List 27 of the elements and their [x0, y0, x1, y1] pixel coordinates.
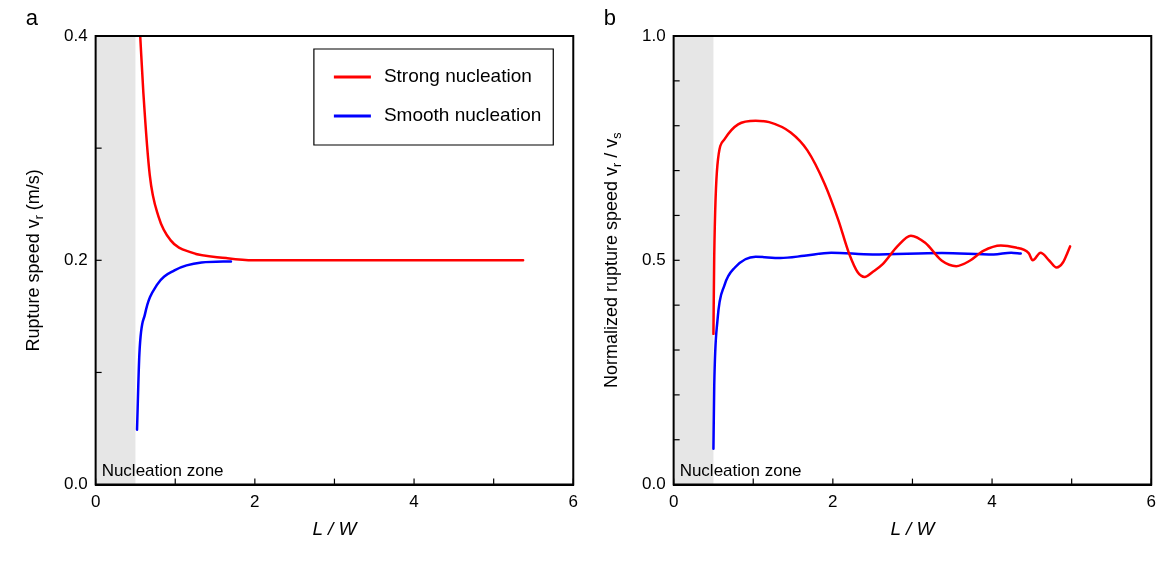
x-axis-title: L / W [890, 518, 937, 540]
x-tick-label: 0 [90, 492, 101, 512]
x-tick-label: 6 [1146, 492, 1157, 512]
x-tick-label: 2 [828, 492, 838, 512]
y-axis-title: Rupture speed vr (m/s) [22, 169, 46, 352]
legend-label: Strong nucleation [383, 65, 532, 87]
band-label: Nucleation zone [679, 460, 802, 480]
band-label: Nucleation zone [101, 460, 224, 480]
x-tick-label: 0 [668, 492, 679, 512]
line-series [712, 119, 1072, 336]
y-tick-label: 1.0 [641, 25, 666, 45]
chart-title: b [603, 5, 616, 31]
x-tick-label: 2 [250, 492, 260, 512]
y-tick-label: 0.0 [641, 474, 666, 494]
x-tick-label: 6 [568, 492, 579, 512]
y-axis-title: Normalized rupture speed vr / vs [600, 132, 624, 389]
y-tick-label: 0.5 [641, 249, 666, 269]
x-tick-label: 4 [987, 492, 997, 512]
chart-title: a [25, 5, 39, 31]
y-tick-label: 0.2 [63, 249, 88, 269]
x-axis-title: L / W [312, 518, 359, 540]
y-tick-label: 0.4 [63, 25, 88, 45]
line-series [712, 251, 1022, 450]
x-tick-label: 4 [409, 492, 419, 512]
y-tick-label: 0.0 [63, 474, 88, 494]
line-series [135, 260, 233, 431]
legend-label: Smooth nucleation [383, 104, 542, 126]
